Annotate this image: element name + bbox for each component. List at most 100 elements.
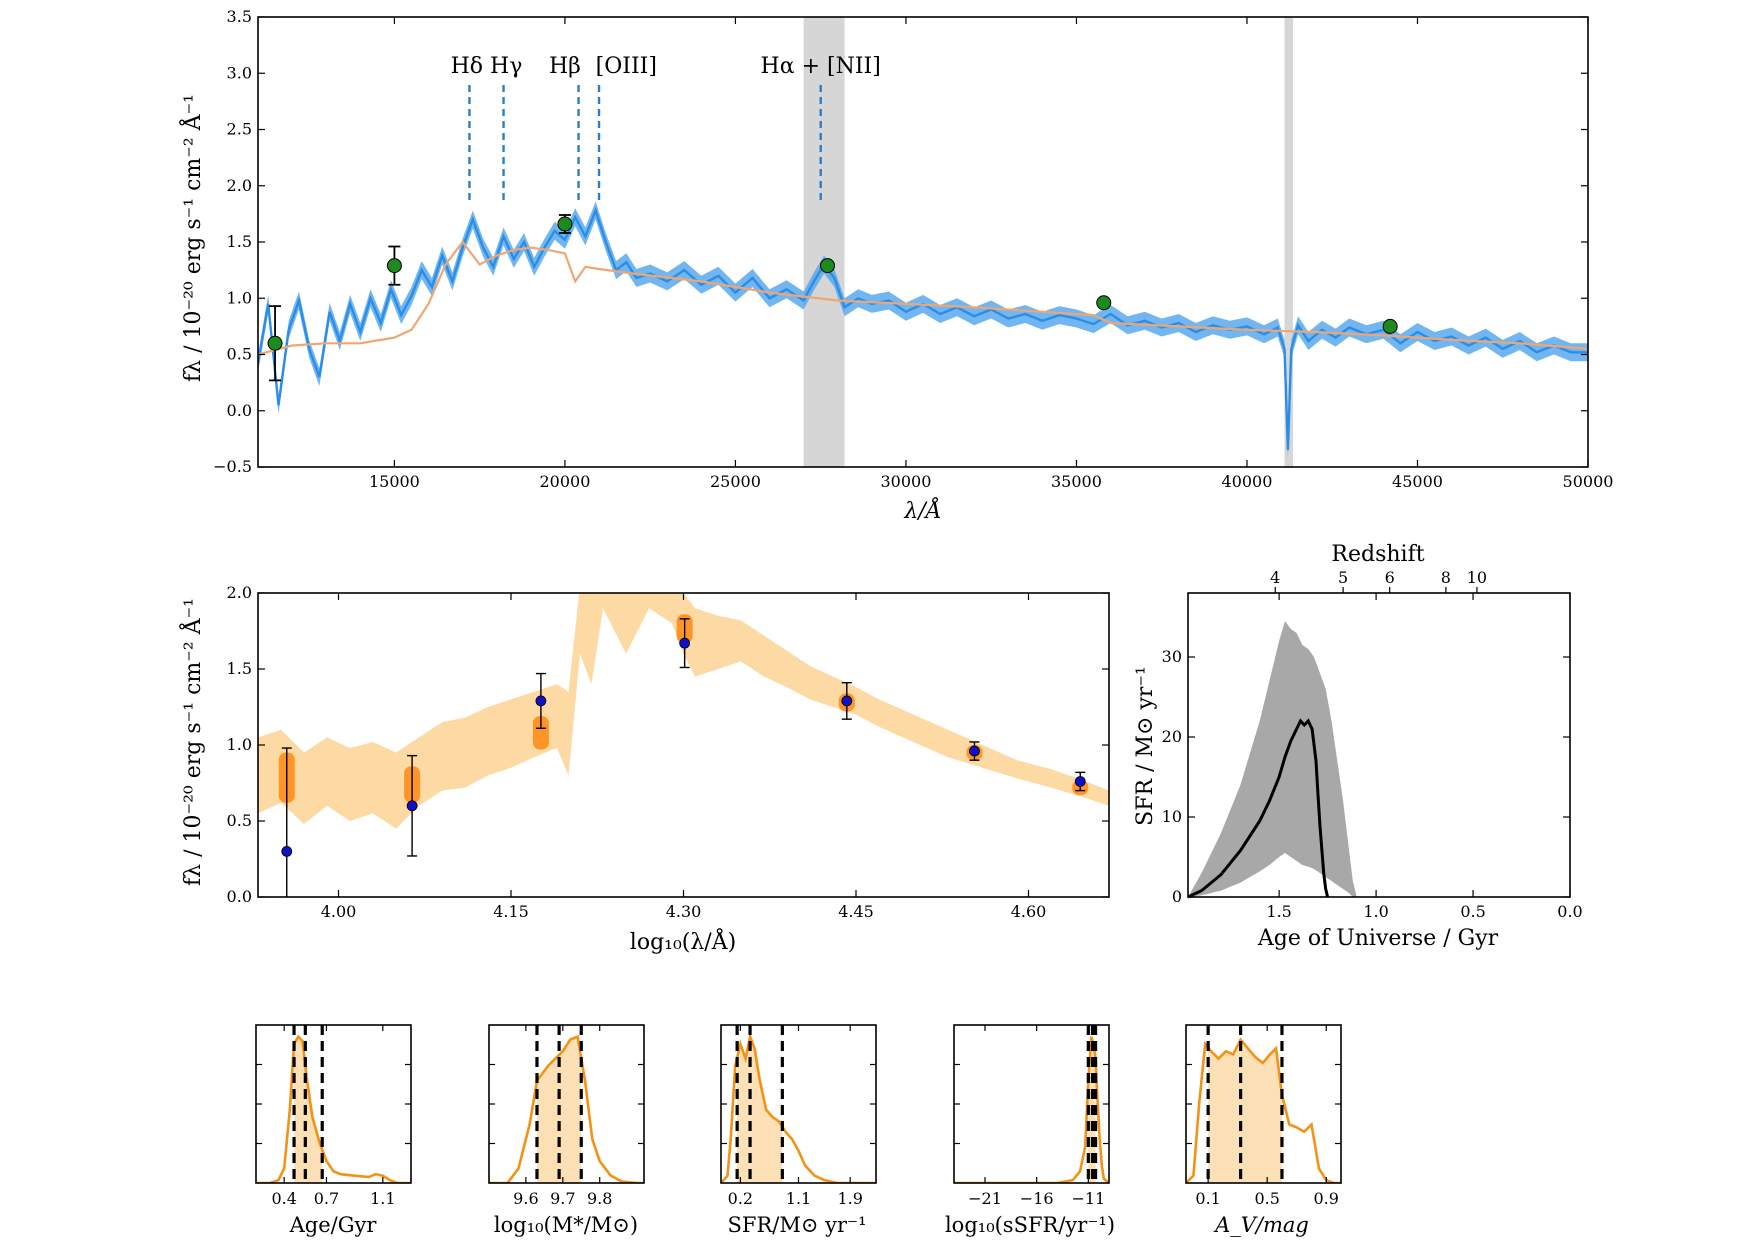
sed-ytick-label: 0.0 [227,887,252,906]
post_mass-xtick-label: 9.7 [550,1189,575,1208]
post_age-density-line [256,1034,411,1183]
posterior-sfr-panel: 0.2 1.1 1.9 [720,1024,877,1208]
post_mass-xtick-label: 9.6 [513,1189,538,1208]
spectrum-ytick-label: 3.5 [227,7,252,26]
post_age-xtick-label: 1.1 [370,1189,395,1208]
spectrum-panel: Hδ Hγ Hβ [OIII] Hα + [NII] 15000 20000 25000 30… [213,7,1613,491]
posterior-age-panel: 0.4 0.7 1.1 [255,1024,412,1208]
spectrum-xtick-label: 50000 [1563,472,1614,491]
sfh-xtick-label: 1.5 [1266,902,1291,921]
sed-plot-area [258,593,1109,897]
spectrum-masked-region [803,17,845,467]
sed-observed-point [679,637,691,649]
photometry-point [557,216,573,232]
sfh-redshift-tick-label: 10 [1467,568,1487,587]
spectrum-xtick-label: 25000 [710,472,761,491]
sfh-ytick-label: 0 [1172,887,1182,906]
sfh-median-line [1187,718,1330,899]
post_ssfr-xtick-label: −16 [1020,1189,1054,1208]
posterior-mass-panel: 9.6 9.7 9.8 [488,1024,645,1208]
sed-model-photometry [532,716,549,750]
post_age-frame [255,1024,412,1184]
spectrum-xtick-label: 35000 [1051,472,1102,491]
post_sfr-xtick-label: 1.9 [837,1189,862,1208]
sfh-xtick-label: 0.5 [1460,902,1485,921]
posterior-ssfr-panel: −21 −16 −11 [953,1024,1110,1208]
emission-line-label: [OIII] [596,54,657,79]
post_mass-xtick-label: 9.8 [587,1189,612,1208]
emission-line-label: Hα + [NII] [761,54,881,79]
post_av-credible-fill [1208,1039,1282,1183]
post_ssfr-xtick-label: −11 [1071,1189,1105,1208]
posterior-av-xlabel: A_V/mag [1213,1213,1309,1237]
sfh-uncertainty-band [1188,621,1357,897]
posterior-ssfr-xlabel: log₁₀(sSFR/yr⁻¹) [945,1213,1115,1237]
photometry-point [1096,295,1112,311]
sfh-ylabel: SFR / M⊙ yr⁻¹ [1133,666,1158,826]
photometry-point [820,258,836,274]
posterior-mass-xlabel: log₁₀(M*/M⊙) [494,1213,638,1237]
post_ssfr-density-line [954,1036,1109,1183]
post_sfr-xtick-label: 1.1 [786,1189,811,1208]
sed-ylabel: fλ / 10⁻²⁰ erg s⁻¹ cm⁻² Å⁻¹ [178,598,206,886]
post_sfr-credible-fill [737,1036,783,1183]
sed-ytick-label: 0.5 [227,811,252,830]
sfh-xlabel: Age of Universe / Gyr [1257,926,1499,951]
sfh-ytick-label: 20 [1162,727,1182,746]
posterior-age-xlabel: Age/Gyr [289,1213,378,1237]
spectrum-xtick-label: 45000 [1392,472,1443,491]
spectrum-ytick-label: 3.0 [227,63,252,82]
spectrum-ytick-label: 1.5 [227,232,252,251]
sfh-redshift-tick-label: 4 [1270,568,1280,587]
spectrum-ytick-label: 0.5 [227,345,252,364]
sfh-redshift-tick-label: 5 [1338,568,1348,587]
post_ssfr-xtick-label: −21 [968,1189,1002,1208]
spectrum-xtick-label: 20000 [539,472,590,491]
sed-observed-point [1074,776,1086,787]
sed-observed-point [406,800,418,812]
spectrum-ytick-label: −0.5 [213,457,252,476]
post_ssfr-frame [953,1024,1110,1184]
sed-observed-point [281,846,293,857]
sed-xtick-label: 4.60 [1011,902,1047,921]
post_av-xtick-label: 0.5 [1254,1189,1279,1208]
post_sfr-xtick-label: 0.2 [728,1189,753,1208]
posterior-av-panel: 0.1 0.5 0.9 [1185,1024,1342,1208]
spectrum-ytick-label: 2.0 [227,176,252,195]
sed-xtick-label: 4.00 [321,902,357,921]
sfh-redshift-tick-label: 6 [1385,568,1395,587]
post_av-xtick-label: 0.1 [1195,1189,1220,1208]
sed-xtick-label: 4.45 [838,902,874,921]
sfh-xtick-label: 0.0 [1557,902,1582,921]
post_av-xtick-label: 0.9 [1314,1189,1339,1208]
post_age-xtick-label: 0.7 [314,1189,339,1208]
sfh-frame [1187,592,1571,898]
sed-posterior-spectrum [258,593,1109,829]
sed-ytick-label: 2.0 [227,583,252,602]
spectrum-plot-area [258,17,1588,467]
post_mass-density-line [489,1034,644,1183]
sed-observed-point [841,695,853,707]
spectrum-xtick-label: 40000 [1222,472,1273,491]
post_age-xtick-label: 0.4 [271,1189,296,1208]
sfh-ytick-label: 10 [1162,807,1182,826]
sfh-ytick-label: 30 [1162,647,1182,666]
post_age-credible-fill [294,1036,323,1183]
emission-line-label: Hδ Hγ [451,54,523,79]
spectrum-xtick-label: 15000 [369,472,420,491]
sed-ytick-label: 1.0 [227,735,252,754]
sed-observed-point [969,745,980,757]
photometry-point [386,258,402,274]
post_av-plot-area [1186,1025,1341,1183]
sfh-top-xlabel: Redshift [1331,542,1424,567]
post_ssfr-plot-area [954,1025,1109,1183]
spectrum-masked-region [1284,17,1294,467]
spectrum-ytick-label: 2.5 [227,120,252,139]
spectrum-xtick-label: 30000 [880,472,931,491]
sed-panel: 4.00 4.15 4.30 4.45 4.60 0.0 0.5 1.0 1.5 2.0 [227,583,1110,921]
spectrum-ylabel: fλ / 10⁻²⁰ erg s⁻¹ cm⁻² Å⁻¹ [178,94,206,382]
post_mass-plot-area [489,1025,644,1183]
sed-xlabel: log₁₀(λ/Å) [630,927,736,955]
spectrum-frame [257,16,1589,468]
